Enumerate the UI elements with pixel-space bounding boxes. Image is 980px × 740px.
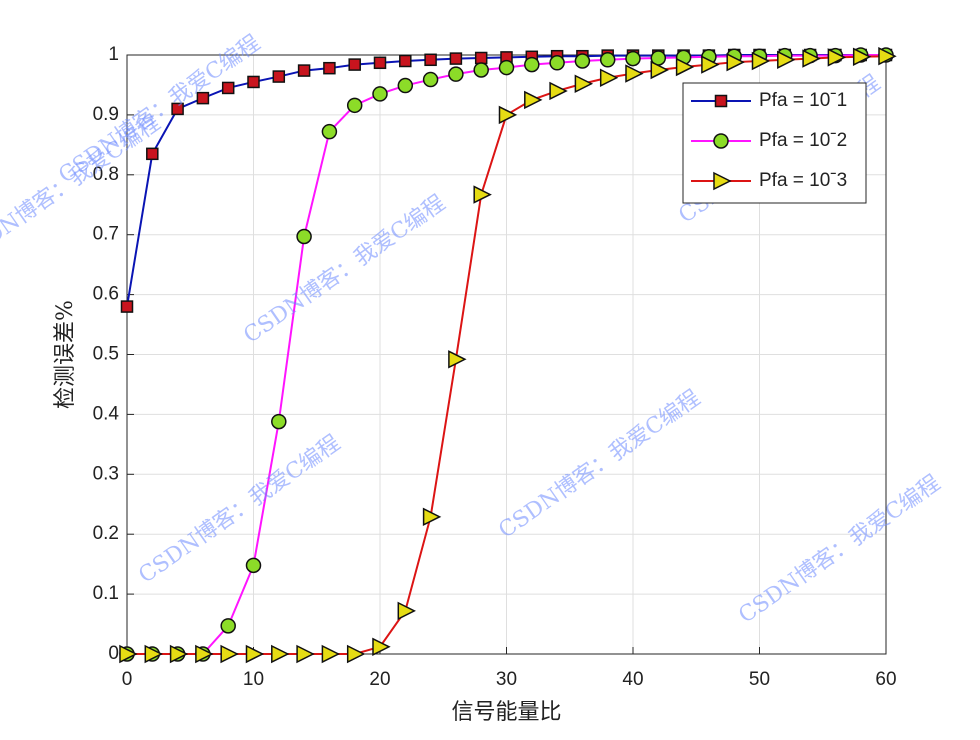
marker: [171, 102, 184, 116]
marker: [296, 228, 312, 245]
marker: [372, 86, 388, 102]
legend-label[interactable]: Pfa = 10ˉ3: [759, 170, 847, 191]
y-tick-label: 1: [108, 44, 119, 65]
marker: [346, 644, 366, 664]
y-tick-label: 0.6: [93, 284, 119, 305]
y-tick-label: 0.7: [93, 224, 119, 245]
x-tick-label: 0: [122, 669, 133, 690]
x-tick-label: 10: [243, 669, 264, 690]
marker: [422, 71, 439, 88]
marker: [574, 74, 594, 93]
y-axis-label: 检测误差%: [53, 300, 78, 409]
marker: [701, 55, 720, 74]
legend-label[interactable]: Pfa = 10ˉ2: [759, 130, 847, 151]
marker: [399, 54, 412, 68]
y-tick-label: 0.8: [93, 164, 119, 185]
marker: [296, 644, 315, 664]
marker: [196, 91, 210, 105]
marker: [524, 56, 540, 73]
marker: [524, 90, 543, 110]
marker: [220, 644, 239, 664]
marker: [422, 507, 442, 527]
marker: [549, 55, 565, 71]
marker: [245, 644, 265, 664]
marker: [373, 56, 387, 70]
marker: [146, 147, 159, 161]
marker: [599, 52, 616, 68]
marker: [498, 59, 515, 76]
y-tick-label: 0.1: [93, 583, 119, 604]
marker: [195, 644, 214, 664]
marker: [271, 413, 287, 430]
marker: [448, 66, 464, 82]
marker: [498, 105, 518, 125]
legend-label[interactable]: Pfa = 10ˉ1: [759, 90, 847, 111]
marker: [323, 61, 336, 75]
marker: [714, 94, 728, 108]
marker: [777, 50, 796, 70]
marker: [397, 77, 414, 94]
marker: [878, 46, 897, 66]
marker: [473, 62, 489, 78]
marker: [297, 64, 311, 77]
x-tick-label: 60: [875, 669, 896, 690]
marker: [625, 64, 644, 83]
marker: [549, 81, 568, 101]
marker: [675, 57, 695, 77]
marker: [272, 70, 286, 83]
marker: [449, 52, 463, 65]
marker: [751, 51, 771, 71]
y-tick-label: 0.9: [93, 104, 119, 125]
marker: [574, 53, 591, 69]
marker: [321, 644, 341, 664]
marker: [247, 75, 260, 89]
x-axis-label: 信号能量比: [451, 700, 561, 725]
marker: [448, 350, 467, 369]
marker: [348, 58, 361, 71]
marker: [599, 68, 619, 87]
marker: [321, 123, 338, 140]
marker: [726, 52, 745, 72]
marker: [625, 50, 641, 67]
y-tick-label: 0.3: [93, 463, 119, 484]
y-tick-label: 0.2: [93, 523, 119, 544]
marker: [120, 300, 134, 313]
marker: [372, 637, 391, 657]
x-tick-label: 30: [496, 669, 517, 690]
y-tick-label: 0.5: [93, 344, 119, 365]
marker: [220, 618, 236, 634]
marker: [346, 97, 363, 114]
marker: [119, 644, 138, 664]
marker: [397, 601, 416, 621]
marker: [474, 51, 488, 65]
marker: [713, 133, 729, 149]
marker: [473, 185, 492, 204]
marker: [852, 47, 872, 67]
marker: [650, 60, 669, 80]
marker: [802, 49, 821, 68]
marker: [245, 557, 262, 574]
marker: [169, 644, 189, 664]
marker: [271, 644, 290, 664]
y-tick-label: 0.4: [93, 403, 120, 424]
x-tick-label: 50: [749, 669, 770, 690]
y-tick-label: 0: [108, 643, 119, 664]
marker: [827, 48, 847, 67]
x-tick-label: 40: [622, 669, 643, 690]
marker: [424, 53, 437, 67]
marker: [713, 171, 732, 191]
x-tick-label: 20: [369, 669, 390, 690]
marker: [221, 81, 235, 95]
marker: [144, 644, 163, 664]
